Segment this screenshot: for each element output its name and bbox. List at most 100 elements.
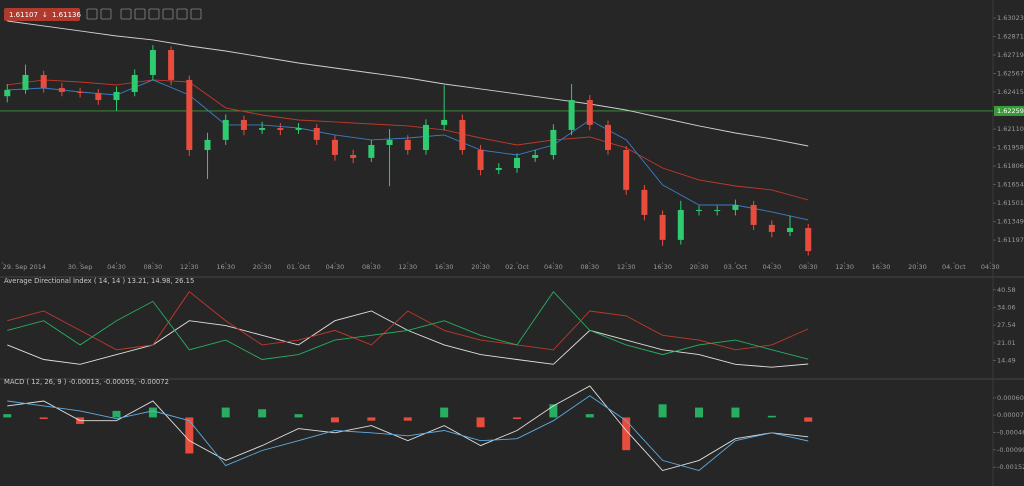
x-tick-label: 04:30 xyxy=(107,263,126,271)
y-tick-label: 1.61958 xyxy=(997,144,1024,152)
y-tick-label: 34.06 xyxy=(997,303,1016,311)
histogram-bar xyxy=(731,407,740,418)
histogram-bar xyxy=(294,414,303,418)
candle-body xyxy=(95,92,102,101)
y-tick-label: 1.61349 xyxy=(997,218,1024,226)
y-tick-label: 0.00007 xyxy=(997,411,1024,419)
x-tick-label: 20:30 xyxy=(908,263,927,271)
zoom-out-button[interactable] xyxy=(100,8,112,20)
y-tick-label: 1.62415 xyxy=(997,88,1024,96)
y-tick-label: 27.54 xyxy=(997,321,1016,329)
candle-body xyxy=(331,139,338,155)
panel-title: MACD ( 12, 26, 9 ) -0.00013, -0.00059, -… xyxy=(4,378,169,386)
y-tick-label: -0.00046 xyxy=(997,429,1024,437)
moving-average xyxy=(7,79,809,201)
candle-body xyxy=(459,119,466,150)
histogram-bar xyxy=(258,409,267,418)
current-price-box xyxy=(994,105,1024,116)
candle-body xyxy=(240,119,247,130)
macd-line xyxy=(7,395,809,471)
y-tick-label: 1.61654 xyxy=(997,181,1024,189)
candle-body xyxy=(714,209,721,211)
histogram-bar xyxy=(367,417,376,421)
direction-arrow: ↓ xyxy=(42,11,48,19)
candle-body xyxy=(623,149,630,190)
y-tick-label: 1.61197 xyxy=(997,236,1024,244)
chart-type-button[interactable] xyxy=(120,8,132,20)
y-tick-label: 14.49 xyxy=(997,357,1016,365)
candle-body xyxy=(113,91,120,101)
candle-body xyxy=(532,154,539,158)
candle-body xyxy=(750,204,757,225)
candle-body xyxy=(677,209,684,240)
candle-body xyxy=(386,139,393,146)
candle-body xyxy=(404,139,411,150)
candle-body xyxy=(513,157,520,168)
x-tick-label: 04:30 xyxy=(544,263,563,271)
price-box xyxy=(4,8,80,21)
candle-body xyxy=(259,127,266,130)
histogram-bar xyxy=(585,414,594,418)
y-tick-label: 21.01 xyxy=(997,339,1016,347)
x-tick-label: 12:30 xyxy=(398,263,417,271)
panel-title: Average Directional Index ( 14, 14 ) 13.… xyxy=(4,277,194,285)
settings-button[interactable] xyxy=(162,8,174,20)
fullscreen-button[interactable] xyxy=(190,8,202,20)
histogram-bar xyxy=(549,404,558,418)
histogram-bar xyxy=(658,404,667,418)
indicators-button[interactable] xyxy=(134,8,146,20)
histogram-bar xyxy=(185,417,194,454)
candle-body xyxy=(696,209,703,211)
x-tick-label: 12:30 xyxy=(180,263,199,271)
histogram-bar xyxy=(112,410,121,418)
x-tick-label: 01. Oct xyxy=(287,263,311,271)
y-tick-label: 1.62871 xyxy=(997,33,1024,41)
histogram-bar xyxy=(767,415,776,418)
candle-body xyxy=(168,50,175,80)
histogram-bar xyxy=(512,417,521,420)
candle-body xyxy=(586,100,593,125)
x-tick-label: 16:30 xyxy=(872,263,891,271)
candle-body xyxy=(495,167,502,170)
x-tick-label: 08:30 xyxy=(144,263,163,271)
y-tick-label: 1.61501 xyxy=(997,199,1024,207)
candle-body xyxy=(131,74,138,92)
bid-price: 1.61107 xyxy=(9,11,38,19)
x-tick-label: 16:30 xyxy=(653,263,672,271)
candle-body xyxy=(277,127,284,130)
candle-body xyxy=(768,224,775,232)
indicator-line xyxy=(7,290,809,360)
y-tick-label: 1.63023 xyxy=(997,14,1024,22)
x-tick-label: 04:30 xyxy=(981,263,1000,271)
y-tick-label: 40.58 xyxy=(997,286,1016,294)
y-tick-label: -0.00152 xyxy=(997,463,1024,471)
candle-body xyxy=(368,145,375,158)
histogram-bar xyxy=(476,417,485,428)
x-tick-label: 04:30 xyxy=(326,263,345,271)
draw-button[interactable] xyxy=(148,8,160,20)
moving-average xyxy=(7,20,809,147)
candle-body xyxy=(732,204,739,210)
candle-body xyxy=(186,79,193,150)
candle-body xyxy=(568,100,575,130)
candle-body xyxy=(805,227,812,252)
macd-line xyxy=(7,385,809,472)
zoom-in-button[interactable] xyxy=(86,8,98,20)
x-tick-label: 08:30 xyxy=(362,263,381,271)
candle-body xyxy=(40,74,47,88)
current-price-label: 1.62259 xyxy=(997,107,1024,115)
x-tick-label: 03. Oct xyxy=(724,263,748,271)
x-tick-label: 20:30 xyxy=(690,263,709,271)
histogram-bar xyxy=(804,417,813,422)
save-button[interactable] xyxy=(176,8,188,20)
x-tick-label: 04:30 xyxy=(762,263,781,271)
candle-body xyxy=(441,119,448,125)
histogram-bar xyxy=(3,414,12,418)
x-tick-label: 16:30 xyxy=(435,263,454,271)
candle-body xyxy=(422,124,429,150)
histogram-bar xyxy=(148,407,157,418)
y-tick-label: 1.62567 xyxy=(997,69,1024,77)
candle-body xyxy=(477,149,484,170)
